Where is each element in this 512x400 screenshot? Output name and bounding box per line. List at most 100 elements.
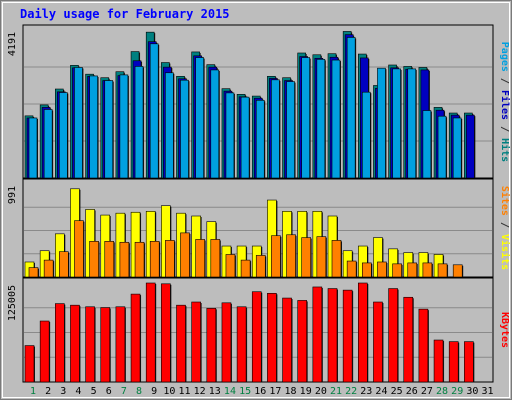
bar-kbytes-day-28 xyxy=(433,339,444,383)
bar-kbytes-day-3 xyxy=(54,303,65,383)
day-label: 3 xyxy=(60,386,66,397)
bar-pages-day-2 xyxy=(43,109,53,179)
day-label: 4 xyxy=(75,386,81,397)
bar-pages-day-4 xyxy=(74,67,83,179)
bar-pages-day-13 xyxy=(210,69,220,179)
day-label: 31 xyxy=(481,386,493,397)
day-label: 30 xyxy=(466,386,478,397)
bar-sites-day-9 xyxy=(149,241,160,278)
legend-entry: Sites xyxy=(499,186,511,216)
day-label: 15 xyxy=(239,386,251,397)
legend-entry: Hits xyxy=(499,138,511,162)
day-label: 10 xyxy=(163,386,175,397)
bar-pages-day-15 xyxy=(240,96,250,179)
bar-sites-day-20 xyxy=(316,236,327,278)
bar-sites-day-1 xyxy=(28,267,39,278)
bar-pages-day-19 xyxy=(301,57,311,179)
legend-entry: KBytes xyxy=(499,312,510,348)
y-max-label: 991 xyxy=(7,186,18,204)
legend-kbytes: KBytes xyxy=(499,312,510,348)
bar-sites-day-16 xyxy=(255,255,266,278)
day-label: 14 xyxy=(224,386,236,397)
bar-pages-day-16 xyxy=(255,100,265,179)
bar-kbytes-day-10 xyxy=(161,283,171,383)
bar-kbytes-day-16 xyxy=(251,291,262,383)
day-label: 20 xyxy=(315,386,327,397)
day-label: 16 xyxy=(254,386,266,397)
day-label: 26 xyxy=(406,386,418,397)
bar-sites-day-29 xyxy=(452,264,463,278)
bar-sites-day-11 xyxy=(180,232,190,278)
bar-pages-day-3 xyxy=(58,92,68,179)
bar-sites-day-6 xyxy=(104,241,115,278)
bar-pages-day-26 xyxy=(407,68,417,179)
bar-sites-day-5 xyxy=(89,241,99,278)
bar-pages-day-12 xyxy=(195,57,204,179)
legend-entry: / xyxy=(499,72,510,90)
day-label: 25 xyxy=(391,386,403,397)
bar-kbytes-day-4 xyxy=(70,304,80,383)
bar-sites-day-8 xyxy=(134,241,145,278)
bar-sites-day-7 xyxy=(119,241,130,278)
legend-entry: / xyxy=(499,216,510,234)
bar-pages-day-5 xyxy=(89,75,98,179)
bar-kbytes-day-20 xyxy=(312,286,323,383)
bar-kbytes-day-30 xyxy=(464,341,474,383)
bar-sites-day-4 xyxy=(74,220,84,278)
bar-sites-day-2 xyxy=(43,259,54,278)
day-label: 17 xyxy=(269,386,281,397)
bar-pages-day-7 xyxy=(119,74,129,179)
day-label: 22 xyxy=(345,386,357,397)
day-label: 12 xyxy=(194,386,206,397)
bar-pages-day-29 xyxy=(452,117,462,179)
bar-kbytes-day-1 xyxy=(24,345,35,383)
bar-pages-day-25 xyxy=(392,68,401,179)
bar-sites-day-24 xyxy=(377,261,387,278)
day-label: 5 xyxy=(91,386,97,397)
day-label: 21 xyxy=(330,386,342,397)
bar-pages-day-9 xyxy=(149,43,159,179)
day-label: 19 xyxy=(300,386,312,397)
bar-sites-day-22 xyxy=(346,260,357,278)
legend-entry: Files xyxy=(499,90,511,120)
bar-sites-day-3 xyxy=(58,251,69,278)
bar-pages-day-21 xyxy=(331,59,341,179)
bar-pages-day-10 xyxy=(165,72,174,179)
bar-sites-day-18 xyxy=(286,234,296,278)
day-label: 29 xyxy=(451,386,463,397)
bar-sites-day-21 xyxy=(331,240,342,278)
bar-kbytes-day-26 xyxy=(403,296,414,383)
y-max-label: 125005 xyxy=(7,285,18,321)
bar-pages-day-24 xyxy=(377,67,386,179)
bar-kbytes-day-8 xyxy=(130,293,141,383)
bar-kbytes-day-14 xyxy=(221,302,232,383)
bar-sites-day-23 xyxy=(361,262,372,278)
bar-kbytes-day-22 xyxy=(342,289,353,383)
y-max-label: 4191 xyxy=(7,32,18,56)
bar-kbytes-day-18 xyxy=(282,297,292,383)
bar-kbytes-day-7 xyxy=(115,306,126,383)
legend-visits-sites: Sites / Visits xyxy=(499,186,511,270)
day-label: 7 xyxy=(121,386,127,397)
bar-sites-day-26 xyxy=(407,262,418,278)
bar-pages-day-17 xyxy=(271,79,280,179)
bar-kbytes-day-6 xyxy=(100,307,111,383)
day-label: 11 xyxy=(178,386,190,397)
bar-kbytes-day-21 xyxy=(327,288,338,383)
bar-pages-day-20 xyxy=(316,59,326,179)
day-label: 23 xyxy=(360,386,372,397)
bar-kbytes-day-11 xyxy=(176,304,186,383)
bar-files-day-30 xyxy=(466,114,475,179)
bar-sites-day-28 xyxy=(437,263,448,278)
bar-sites-day-12 xyxy=(195,239,205,278)
day-label: 18 xyxy=(285,386,297,397)
day-label: 1 xyxy=(30,386,36,397)
bar-kbytes-day-2 xyxy=(39,320,50,383)
bar-pages-day-18 xyxy=(286,81,295,179)
bar-pages-day-6 xyxy=(104,80,114,179)
legend-entry: / xyxy=(499,120,510,138)
bar-kbytes-day-24 xyxy=(373,301,383,383)
bar-kbytes-day-5 xyxy=(85,306,95,383)
